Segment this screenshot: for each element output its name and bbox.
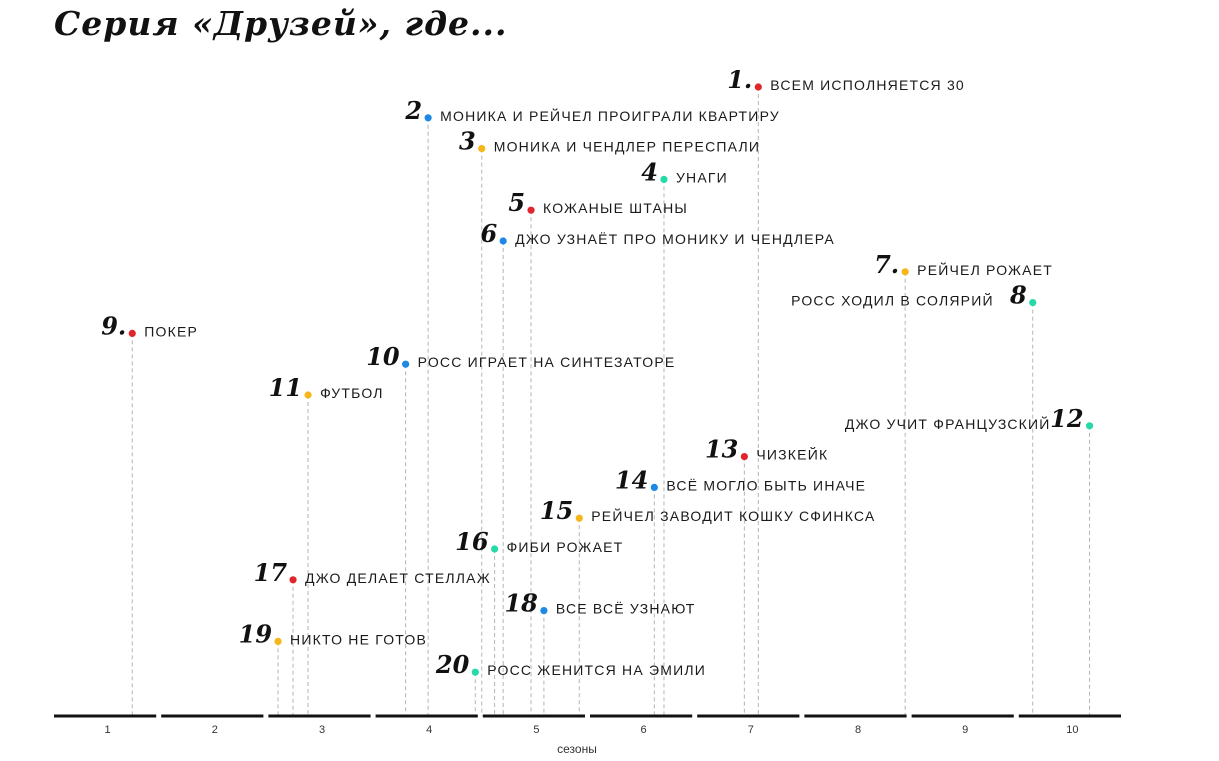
episode-rank: 14 <box>615 465 648 494</box>
episode-point <box>478 145 486 153</box>
episode-label: РЕЙЧЕЛ ЗАВОДИТ КОШКУ СФИНКСА <box>591 507 875 524</box>
season-tick-label: 2 <box>212 724 218 736</box>
episode-point <box>128 329 136 337</box>
season-tick-label: 7 <box>748 724 754 736</box>
episode-rank: 9. <box>101 311 126 340</box>
episode-label: ЧИЗКЕЙК <box>756 446 828 463</box>
episode-rank: 1. <box>727 65 752 94</box>
episode-label: КОЖАНЫЕ ШТАНЫ <box>543 200 688 216</box>
episode-rank: 12 <box>1050 404 1083 433</box>
episode-point <box>402 360 410 368</box>
episode-label: РЕЙЧЕЛ РОЖАЕТ <box>917 261 1053 278</box>
episode-rank: 6 <box>480 219 497 248</box>
episode-rank: 3 <box>459 127 476 156</box>
episode-rank: 18 <box>504 589 538 618</box>
episode-point <box>527 206 535 214</box>
episode-label: ДЖО УЧИТ ФРАНЦУЗСКИЙ <box>845 415 1051 432</box>
season-tick-label: 9 <box>962 724 968 736</box>
season-tick-label: 5 <box>533 724 539 736</box>
guide-lines <box>131 87 1091 716</box>
episode-rank: 8 <box>1009 281 1027 310</box>
episode-rank: 5 <box>508 188 525 217</box>
episode-label: РОСС ЖЕНИТСЯ НА ЭМИЛИ <box>487 662 706 678</box>
episode-rank: 2 <box>404 96 422 125</box>
episode-rank: 19 <box>239 619 273 648</box>
episode-point <box>901 268 909 276</box>
episode-rank: 15 <box>540 496 573 525</box>
episode-point <box>575 514 583 522</box>
x-axis-label: сезоны <box>557 742 597 756</box>
episode-point <box>499 237 507 245</box>
episode-label: ПОКЕР <box>144 323 198 339</box>
season-tick-label: 10 <box>1066 724 1078 736</box>
episode-point <box>660 175 668 183</box>
episode-rank: 17 <box>254 558 288 587</box>
episode-label: ВСЕ ВСЁ УЗНАЮТ <box>556 601 696 617</box>
episode-label: РОСС ИГРАЕТ НА СИНТЕЗАТОРЕ <box>418 354 676 370</box>
episode-point <box>740 453 748 461</box>
episode-label: МОНИКА И ЧЕНДЛЕР ПЕРЕСПАЛИ <box>494 139 760 155</box>
season-tick-label: 6 <box>641 724 647 736</box>
episode-point <box>274 637 282 646</box>
episode-label: ВСЕМ ИСПОЛНЯЕТСЯ 30 <box>770 77 965 93</box>
episode-label: ФИБИ РОЖАЕТ <box>507 539 624 555</box>
episode-points: ВСЕМ ИСПОЛНЯЕТСЯ 30 1. МОНИКА И РЕЙЧЕЛ ПРО… <box>101 65 1094 679</box>
episode-point <box>1029 299 1037 307</box>
episode-point <box>1085 422 1094 430</box>
episode-rank: 11 <box>269 373 302 402</box>
episode-label: ВСЁ МОГЛО БЫТЬ ИНАЧЕ <box>666 477 866 493</box>
episode-rank: 4 <box>641 157 658 186</box>
episode-point <box>490 545 499 553</box>
chart-title: Серия «Друзей», где... <box>54 4 508 43</box>
episode-label: МОНИКА И РЕЙЧЕЛ ПРОИГРАЛИ КВАРТИРУ <box>440 107 780 124</box>
season-tick-label: 1 <box>105 724 111 736</box>
episode-rank: 7. <box>874 250 899 279</box>
episode-rank: 20 <box>435 650 470 679</box>
episode-rank: 13 <box>705 435 738 464</box>
episode-rank: 16 <box>455 527 489 556</box>
season-axis: 1 2 3 4 5 6 7 8 9 10 <box>54 714 1121 736</box>
season-tick-label: 3 <box>319 724 325 736</box>
episode-label: РОСС ХОДИЛ В СОЛЯРИЙ <box>791 292 994 309</box>
season-tick-label: 4 <box>426 724 432 736</box>
episode-point <box>540 607 548 615</box>
episode-rank: 10 <box>366 342 400 371</box>
episode-point <box>471 668 479 676</box>
episode-label: УНАГИ <box>676 169 728 185</box>
episode-point <box>650 483 658 491</box>
episode-label: НИКТО НЕ ГОТОВ <box>290 631 427 647</box>
episode-point <box>754 83 762 91</box>
episode-point <box>304 391 312 399</box>
episode-point <box>289 576 297 584</box>
episode-label: ДЖО УЗНАЁТ ПРО МОНИКУ И ЧЕНДЛЕРА <box>515 231 835 247</box>
episode-point <box>424 114 432 122</box>
episode-label: ФУТБОЛ <box>320 385 384 401</box>
season-tick-label: 8 <box>855 724 861 736</box>
episode-label: ДЖО ДЕЛАЕТ СТЕЛЛАЖ <box>305 570 491 586</box>
